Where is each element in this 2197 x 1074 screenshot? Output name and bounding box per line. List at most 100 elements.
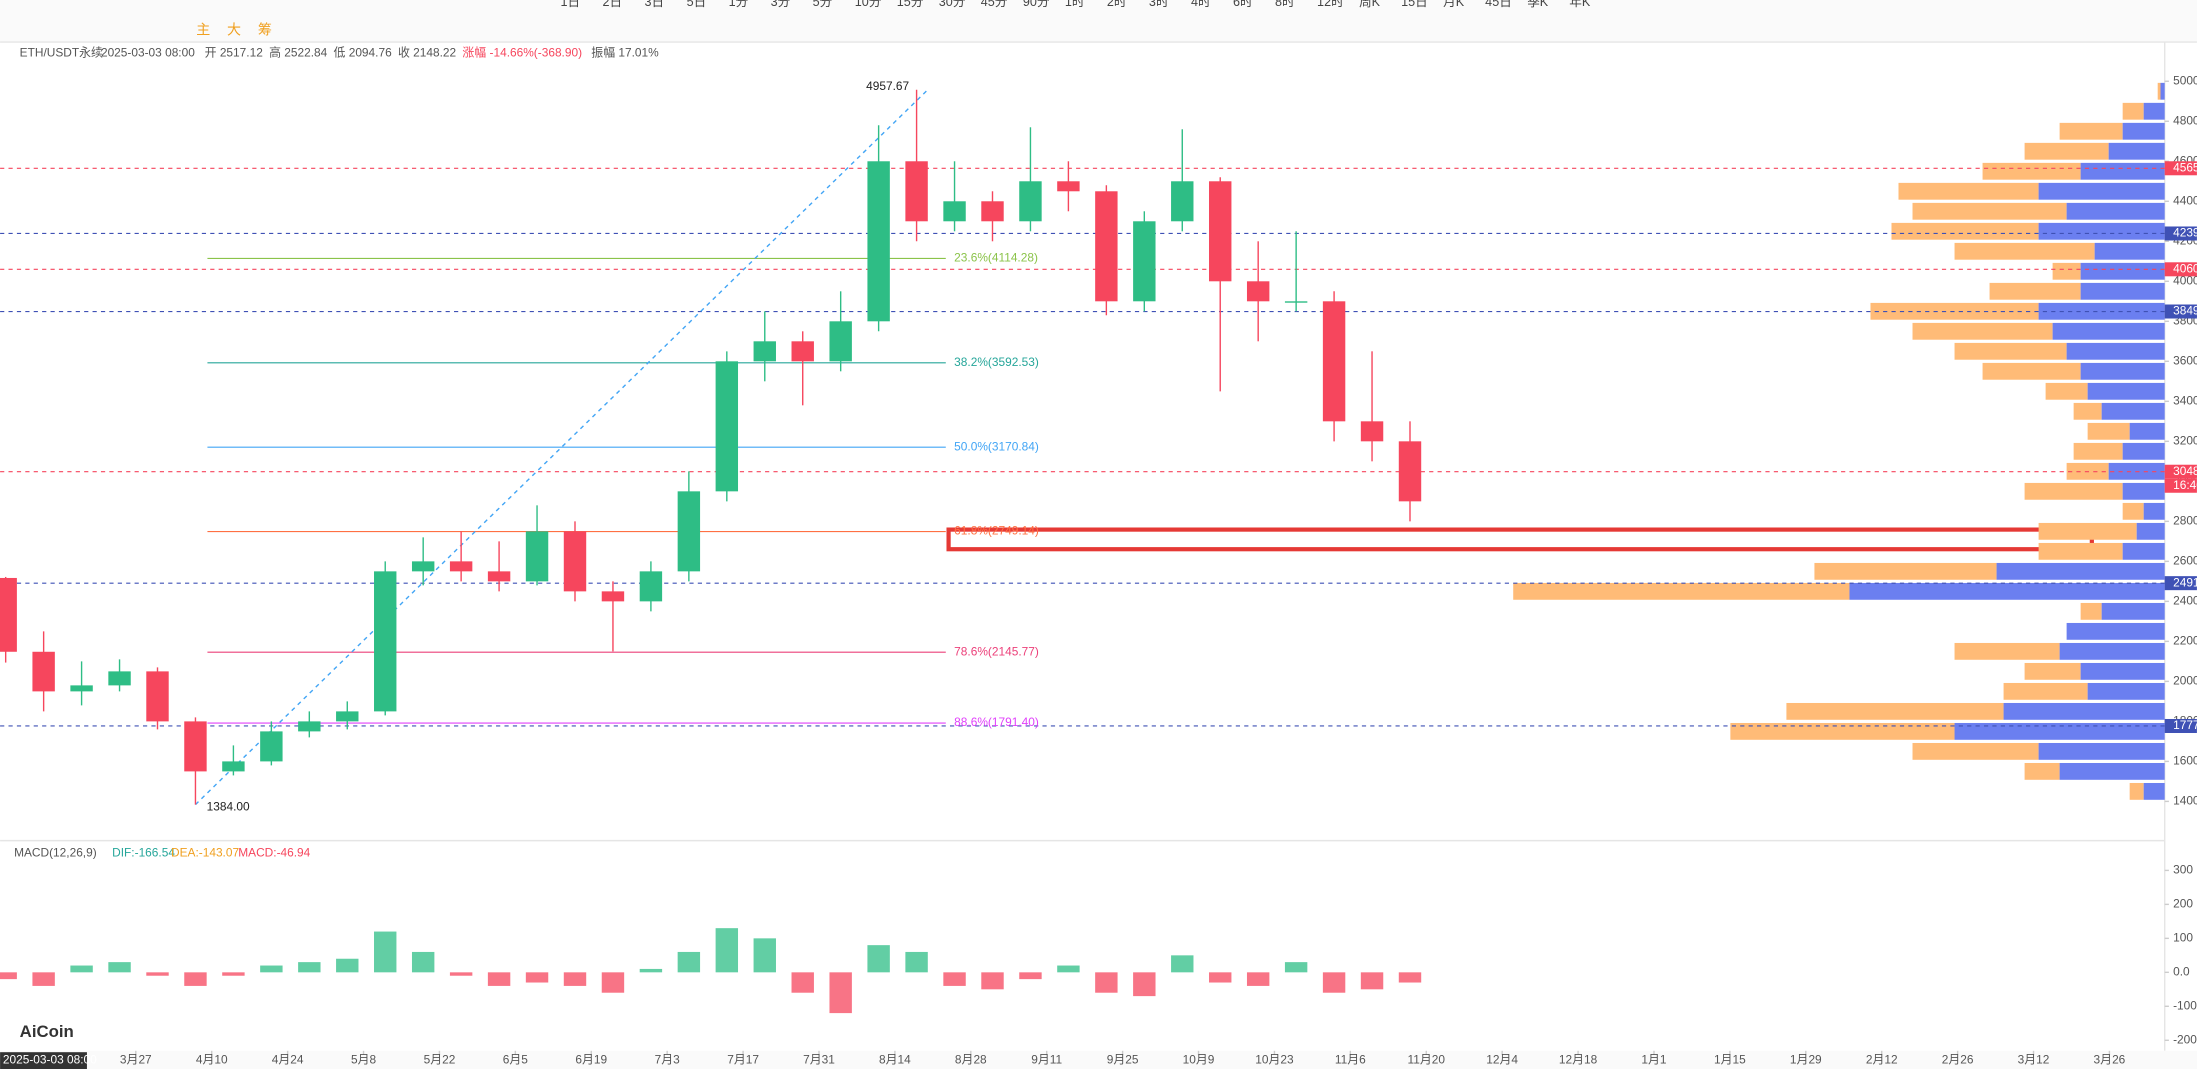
candle-body [411,561,435,572]
macd-bar [108,962,131,973]
macd-bar [70,965,93,973]
candle-body [791,341,814,362]
price-tag-label: 4060 [2173,261,2197,275]
amplitude: 振幅 17.01% [591,45,659,59]
period-button[interactable]: 1时 [1065,0,1085,9]
macd-tick-label: 200 [2173,897,2193,911]
countdown-tag [2164,478,2197,493]
candle-body [1246,281,1270,302]
period-button[interactable]: 2时 [1107,0,1127,9]
period-button[interactable]: 12时 [1317,0,1344,9]
period-button[interactable]: 5日 [687,0,707,9]
macd-bar [336,958,359,973]
candle-body [639,571,663,602]
time-cursor-bg [0,1052,87,1069]
macd-bar [829,972,852,1014]
volume-buy [2094,242,2165,260]
price-tag-label: 4239 [2173,226,2197,240]
y-tick-label: 2600 [2173,553,2197,567]
candle-body [184,721,207,772]
y-tick-label: 2000 [2173,674,2197,688]
period-button[interactable]: 30分 [939,0,966,9]
fib-trend [194,89,929,806]
y-tick-label: 4400 [2173,193,2197,207]
volume-buy [2066,342,2165,360]
x-tick-label: 6月19 [575,1053,607,1067]
candle-body [905,161,928,222]
volume-sell [1982,362,2081,380]
volume-buy [2122,442,2165,460]
tool-button[interactable]: 筹 [258,22,272,38]
period-button[interactable]: 90分 [1023,0,1050,9]
tool-button[interactable]: 大 [227,22,241,38]
macd-tick-label: -200 [2173,1032,2197,1046]
x-tick-label: 1月1 [1641,1053,1667,1067]
period-button[interactable]: 10分 [855,0,882,9]
x-tick-label: 3月27 [120,1053,152,1067]
candle-body [601,591,625,602]
x-tick-label: 7月17 [727,1053,759,1067]
volume-buy [2101,402,2165,420]
open: 开 2517.12 [205,45,264,59]
period-button[interactable]: 1日 [560,0,580,9]
volume-buy [2038,222,2165,240]
volume-buy [2066,202,2165,220]
volume-sell [2157,82,2161,100]
period-button[interactable]: 月K [1443,0,1465,9]
volume-sell [1513,582,1850,600]
x-tick-label: 4月24 [272,1053,304,1067]
x-tick-label: 5月8 [351,1053,377,1067]
macd-bar [753,938,776,973]
symbol: ETH/USDT永续 [20,45,103,59]
candle-body [677,491,701,572]
macd-bar [222,972,245,976]
macd-bar [298,962,321,973]
y-tick-label: 2800 [2173,513,2197,527]
period-button[interactable]: 3日 [645,0,665,9]
period-button[interactable]: 15日 [1401,0,1428,9]
volume-buy [2059,642,2165,660]
period-button[interactable]: 8时 [1275,0,1295,9]
period-button[interactable]: 3时 [1149,0,1169,9]
tool-button[interactable]: 主 [196,22,210,38]
volume-buy [2052,322,2165,340]
period-button[interactable]: 1分 [729,0,749,9]
volume-sell [1982,162,2081,180]
volume-sell [1912,742,2039,760]
x-tick-label: 9月25 [1107,1053,1139,1067]
period-button[interactable]: 45分 [981,0,1008,9]
volume-sell [2024,142,2109,160]
countdown: 16:40 [2173,478,2197,492]
volume-buy [1996,562,2165,580]
macd-bar [1398,972,1422,983]
x-tick-label: 2月26 [1942,1053,1974,1067]
x-tick-label: 3月12 [2018,1053,2050,1067]
period-button[interactable]: 45日 [1485,0,1512,9]
macd-value: MACD:-46.94 [238,845,310,859]
volume-sell [2038,542,2123,560]
x-tick-label: 1月15 [1714,1053,1746,1067]
macd-bar [1019,972,1042,980]
period-button[interactable]: 4时 [1191,0,1211,9]
volume-buy [2122,122,2165,140]
period-button[interactable]: 季K [1527,0,1549,9]
period-button[interactable]: 周K [1359,0,1381,9]
period-button[interactable]: 5分 [813,0,833,9]
brand: AiCoin [20,1022,74,1041]
volume-buy [2080,262,2165,280]
period-button[interactable]: 2日 [603,0,623,9]
candle-body [70,685,93,692]
macd-tick-label: -100 [2173,998,2197,1012]
period-button[interactable]: 3分 [771,0,791,9]
candle-body [1284,301,1308,303]
macd-dea: DEA:-143.07 [171,845,239,859]
candle-body [867,161,890,322]
candle-body [1171,181,1194,222]
macd-bar [1360,972,1384,990]
period-button[interactable]: 6时 [1233,0,1253,9]
period-button[interactable]: 15分 [897,0,924,9]
volume-buy [2080,362,2165,380]
volume-sell [2080,602,2102,620]
volume-buy [2136,522,2165,540]
period-button[interactable]: 年K [1569,0,1591,9]
